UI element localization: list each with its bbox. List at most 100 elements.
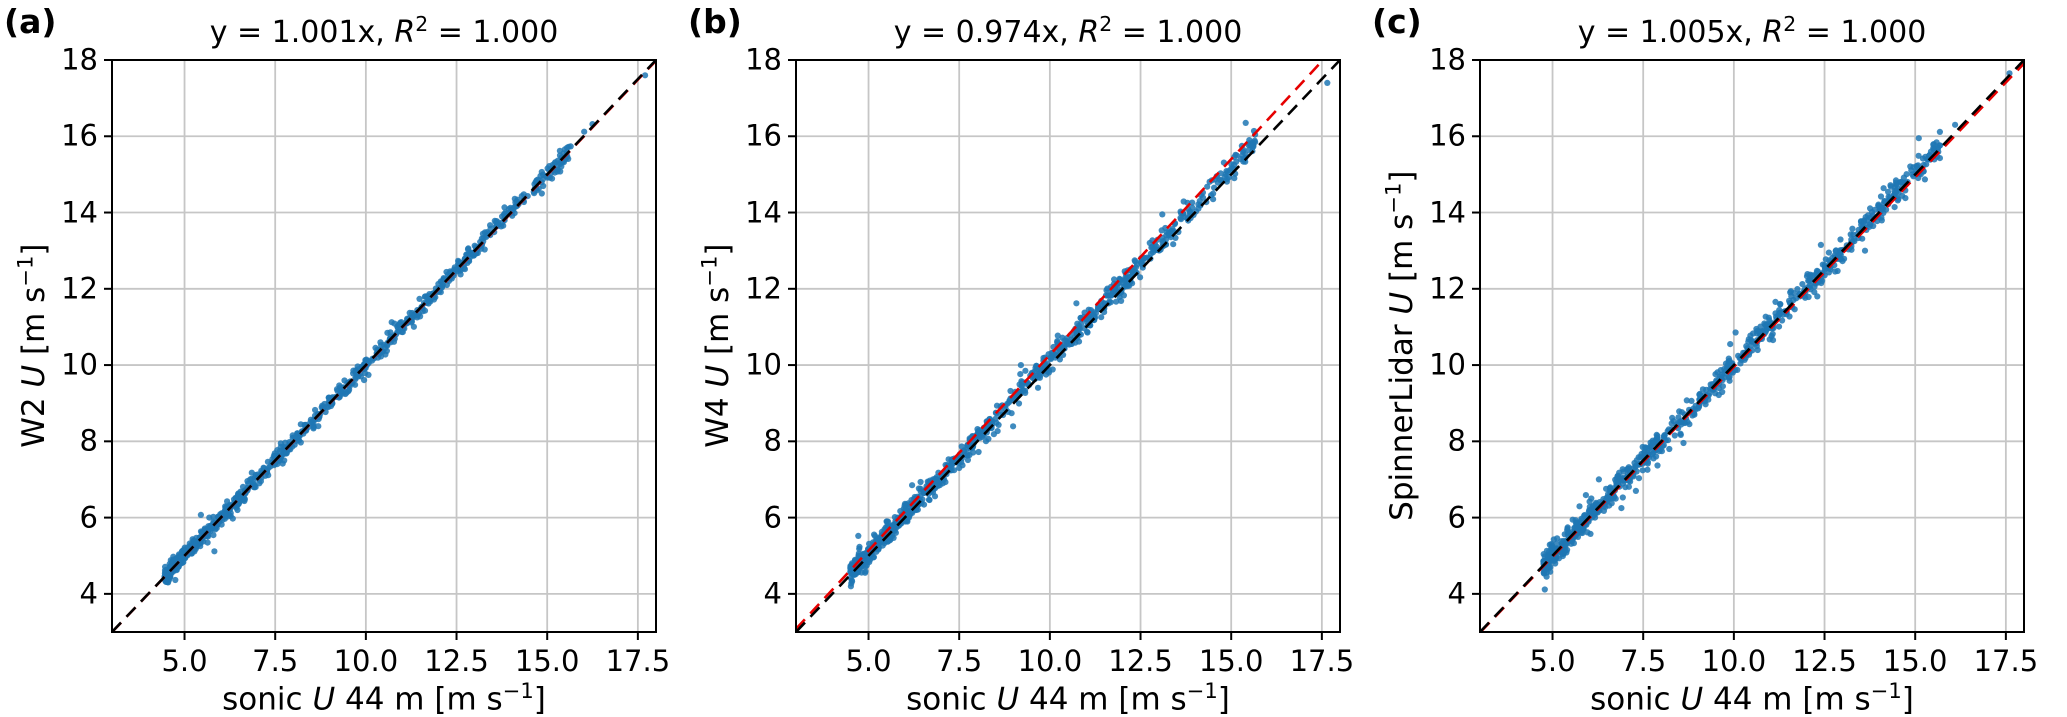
x-tick-label: 17.5 bbox=[605, 644, 671, 678]
title-equation-text: y = 1.005x, bbox=[1577, 15, 1763, 50]
y-tick-label: 10 bbox=[61, 347, 98, 382]
y-tick-label: 18 bbox=[61, 42, 98, 77]
x-tick-label: 10.0 bbox=[1017, 644, 1083, 678]
axes-spines bbox=[111, 59, 657, 633]
ylabel-units-close: ] bbox=[1383, 170, 1420, 183]
ylabel-units-close: ] bbox=[15, 243, 52, 256]
y-tick-label: 12 bbox=[61, 271, 98, 306]
identity-line bbox=[111, 59, 657, 633]
xlabel-units-close: ] bbox=[533, 681, 546, 717]
panel-c-corner-label: (c) bbox=[1372, 2, 1422, 41]
title-r-exponent: 2 bbox=[415, 12, 429, 36]
title-r-symbol: R bbox=[1078, 15, 1100, 50]
panel-b-corner-label: (b) bbox=[688, 2, 742, 41]
xlabel-source: sonic bbox=[222, 681, 313, 717]
plot-area-c bbox=[1472, 59, 2025, 640]
panel-a: (a) y = 1.001x, R2 = 1.000 W2 U [m s−1] … bbox=[0, 0, 684, 717]
xlabel-units-close: ] bbox=[1217, 681, 1230, 717]
ylabel-units-close: ] bbox=[699, 243, 736, 256]
panel-c-x-axis-label: sonic U 44 m [m s−1] bbox=[1480, 678, 2024, 717]
title-r-value: = 1.000 bbox=[1796, 15, 1927, 50]
xlabel-units-close: ] bbox=[1901, 681, 1914, 717]
panel-a-corner-label: (a) bbox=[4, 2, 57, 41]
y-tick-label: 10 bbox=[1429, 347, 1466, 382]
y-tick-label: 6 bbox=[1447, 499, 1466, 534]
y-tick-label: 6 bbox=[79, 499, 98, 534]
x-tick-label: 7.5 bbox=[252, 644, 299, 678]
tick-marks bbox=[104, 59, 639, 640]
xlabel-units-exponent: −1 bbox=[1186, 678, 1218, 703]
x-tick-label: 15.0 bbox=[1198, 644, 1264, 678]
y-tick-label: 10 bbox=[745, 347, 782, 382]
x-tick-label: 5.0 bbox=[845, 644, 892, 678]
title-equation-text: y = 0.974x, bbox=[893, 15, 1079, 50]
y-tick-label: 4 bbox=[1447, 576, 1466, 611]
y-tick-label: 14 bbox=[1429, 194, 1466, 229]
x-tick-label: 12.5 bbox=[424, 644, 489, 678]
y-tick-label: 16 bbox=[745, 118, 782, 153]
xlabel-units: 44 m [m s bbox=[335, 681, 503, 717]
xlabel-variable: U bbox=[1680, 681, 1704, 717]
y-tick-label: 12 bbox=[745, 271, 782, 306]
xlabel-units-exponent: −1 bbox=[1870, 678, 1902, 703]
scatter-points bbox=[161, 72, 649, 586]
y-tick-label: 18 bbox=[1429, 42, 1466, 77]
x-tick-label: 15.0 bbox=[1882, 644, 1948, 678]
title-equation-text: y = 1.001x, bbox=[209, 15, 395, 50]
y-tick-label: 8 bbox=[763, 423, 782, 458]
y-tick-label: 14 bbox=[61, 194, 98, 229]
panel-b-title: y = 0.974x, R2 = 1.000 bbox=[796, 12, 1340, 50]
title-r-symbol: R bbox=[1762, 15, 1784, 50]
y-tick-label: 16 bbox=[1429, 118, 1466, 153]
xlabel-units: 44 m [m s bbox=[1703, 681, 1871, 717]
y-tick-label: 4 bbox=[763, 576, 782, 611]
scatter-points bbox=[847, 79, 1331, 590]
xlabel-variable: U bbox=[996, 681, 1020, 717]
xlabel-source: sonic bbox=[906, 681, 997, 717]
y-tick-label: 18 bbox=[745, 42, 782, 77]
panel-c: (c) y = 1.005x, R2 = 1.000 SpinnerLidar … bbox=[1368, 0, 2052, 717]
xlabel-units: 44 m [m s bbox=[1019, 681, 1187, 717]
x-tick-label: 10.0 bbox=[333, 644, 399, 678]
y-tick-label: 16 bbox=[61, 118, 98, 153]
x-tick-label: 5.0 bbox=[1529, 644, 1576, 678]
y-tick-label: 8 bbox=[79, 423, 98, 458]
xlabel-variable: U bbox=[312, 681, 336, 717]
x-tick-label: 12.5 bbox=[1792, 644, 1857, 678]
title-r-value: = 1.000 bbox=[428, 15, 559, 50]
x-tick-label: 12.5 bbox=[1108, 644, 1173, 678]
title-r-exponent: 2 bbox=[1783, 12, 1797, 36]
title-r-symbol: R bbox=[394, 15, 416, 50]
tick-marks bbox=[788, 59, 1323, 640]
panel-b: (b) y = 0.974x, R2 = 1.000 W4 U [m s−1] … bbox=[684, 0, 1368, 717]
title-r-exponent: 2 bbox=[1099, 12, 1113, 36]
ylabel-instrument: SpinnerLidar bbox=[1383, 314, 1420, 522]
x-tick-label: 7.5 bbox=[936, 644, 983, 678]
plot-area-a bbox=[104, 59, 657, 640]
panel-c-title: y = 1.005x, R2 = 1.000 bbox=[1480, 12, 2024, 50]
x-tick-label: 17.5 bbox=[1289, 644, 1355, 678]
panel-a-title: y = 1.001x, R2 = 1.000 bbox=[112, 12, 656, 50]
identity-line bbox=[795, 59, 1341, 633]
axes-spines bbox=[1479, 59, 2025, 633]
fit-line bbox=[795, 59, 1324, 630]
axes-spines bbox=[795, 59, 1341, 633]
y-tick-label: 12 bbox=[1429, 271, 1466, 306]
gridlines bbox=[1480, 59, 2024, 632]
xlabel-source: sonic bbox=[1590, 681, 1681, 717]
y-tick-label: 6 bbox=[763, 499, 782, 534]
panel-b-x-axis-label: sonic U 44 m [m s−1] bbox=[796, 678, 1340, 717]
x-tick-label: 7.5 bbox=[1620, 644, 1667, 678]
fit-line bbox=[111, 59, 657, 633]
xlabel-units-exponent: −1 bbox=[502, 678, 534, 703]
panel-a-x-axis-label: sonic U 44 m [m s−1] bbox=[112, 678, 656, 717]
x-tick-label: 15.0 bbox=[514, 644, 580, 678]
identity-line bbox=[1479, 59, 2025, 633]
y-tick-label: 4 bbox=[79, 576, 98, 611]
y-tick-label: 8 bbox=[1447, 423, 1466, 458]
plot-area-b bbox=[788, 59, 1341, 640]
y-tick-label: 14 bbox=[745, 194, 782, 229]
x-tick-label: 17.5 bbox=[1973, 644, 2039, 678]
scatter-points bbox=[1540, 70, 2013, 593]
